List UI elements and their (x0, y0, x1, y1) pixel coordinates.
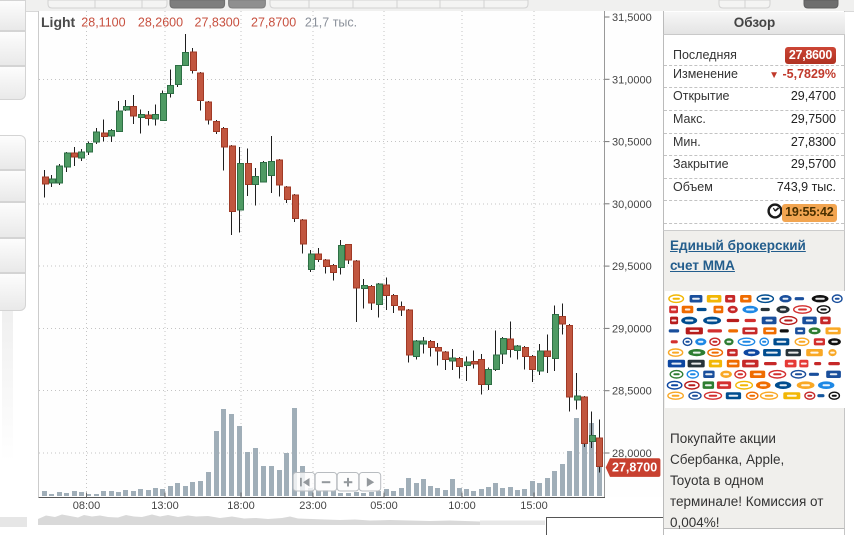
svg-text:28,5000: 28,5000 (612, 386, 652, 398)
svg-text:31,5000: 31,5000 (612, 12, 652, 24)
svg-text:28,0000: 28,0000 (612, 448, 652, 460)
svg-text:29,5000: 29,5000 (612, 261, 652, 273)
svg-text:08:00: 08:00 (73, 500, 101, 512)
svg-text:28,2600: 28,2600 (138, 16, 183, 30)
svg-text:10:00: 10:00 (448, 500, 476, 512)
svg-text:31,0000: 31,0000 (612, 74, 652, 86)
svg-text:13:00: 13:00 (151, 500, 179, 512)
svg-text:Light: Light (41, 14, 76, 30)
svg-text:23:00: 23:00 (299, 500, 327, 512)
svg-text:28,1100: 28,1100 (81, 16, 125, 30)
svg-text:21,7 тыс.: 21,7 тыс. (305, 16, 357, 30)
svg-text:29,0000: 29,0000 (612, 323, 652, 335)
svg-text:15:00: 15:00 (520, 500, 548, 512)
svg-text:05:00: 05:00 (370, 500, 398, 512)
svg-text:30,0000: 30,0000 (612, 199, 652, 211)
svg-text:30,5000: 30,5000 (612, 137, 652, 149)
svg-text:27,8300: 27,8300 (195, 16, 240, 30)
svg-text:18:00: 18:00 (227, 500, 255, 512)
svg-text:27,8700: 27,8700 (612, 461, 657, 475)
svg-text:27,8700: 27,8700 (251, 16, 296, 30)
